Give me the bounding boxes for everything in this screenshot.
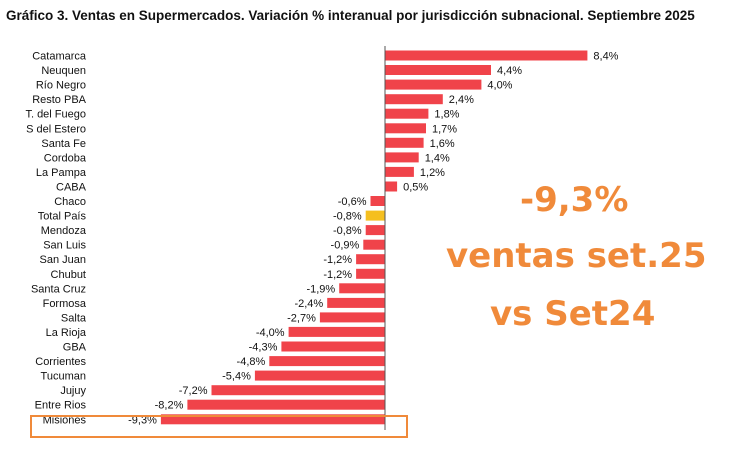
bar-neuquen: [385, 65, 491, 75]
value-label: -1,2%: [323, 269, 352, 281]
category-label: Salta: [61, 312, 87, 324]
category-label: Resto PBA: [32, 94, 86, 106]
category-label: Río Negro: [36, 80, 86, 92]
bar-chaco: [370, 196, 385, 206]
value-label: -1,2%: [323, 254, 352, 266]
bar-chubut: [356, 268, 385, 279]
category-label: Santa Cruz: [31, 283, 86, 295]
category-label: GBA: [63, 342, 87, 354]
value-label: -2,7%: [287, 312, 316, 324]
bar-mendoza: [365, 225, 385, 236]
bar-santa-cruz: [339, 283, 385, 294]
bar-caba: [385, 181, 398, 192]
category-label: Misiones: [43, 414, 87, 426]
value-label: 1,2%: [420, 167, 445, 179]
category-label: La Rioja: [46, 327, 87, 339]
bar-total-país: [365, 210, 385, 221]
bar-salta: [319, 312, 385, 323]
bar-misiones: [160, 414, 385, 425]
bar-santa-fe: [385, 137, 424, 148]
bar-cordoba: [385, 152, 419, 163]
value-label: -9,3%: [128, 414, 157, 426]
value-label: 8,4%: [593, 51, 618, 63]
value-label: -1,9%: [306, 283, 335, 295]
value-label: -4,8%: [237, 356, 266, 368]
chart-title: Gráfico 3. Ventas en Supermercados. Vari…: [6, 8, 695, 23]
annotation-sales-label: ventas set.25: [446, 236, 707, 276]
annotation-percent: -9,3%: [520, 180, 629, 220]
category-label: Catamarca: [32, 51, 87, 63]
category-label: CABA: [56, 182, 87, 194]
bar-catamarca: [385, 50, 588, 61]
category-label: Neuquen: [41, 65, 86, 77]
value-label: -4,0%: [256, 327, 285, 339]
category-label: Chaco: [54, 196, 86, 208]
category-label: San Luis: [43, 240, 86, 252]
category-label: Chubut: [51, 269, 86, 281]
category-label: Tucuman: [41, 371, 86, 383]
bar-corrientes: [269, 356, 385, 367]
bar-t-del-fuego: [385, 108, 429, 119]
category-label: La Pampa: [36, 167, 87, 179]
category-label: Formosa: [43, 298, 87, 310]
category-label: Mendoza: [41, 225, 87, 237]
category-label: Jujuy: [60, 385, 86, 397]
value-label: -0,6%: [338, 196, 367, 208]
category-label: San Juan: [40, 254, 86, 266]
value-label: -5,4%: [222, 371, 251, 383]
value-label: -0,9%: [331, 240, 360, 252]
value-label: 1,4%: [425, 152, 450, 164]
bar-jujuy: [211, 385, 385, 396]
value-label: 4,0%: [487, 80, 512, 92]
value-label: 4,4%: [497, 65, 522, 77]
category-label: Corrientes: [35, 356, 86, 368]
value-label: -2,4%: [294, 298, 323, 310]
category-label: T. del Fuego: [25, 109, 86, 121]
bar-san-juan: [356, 254, 385, 265]
value-label: -4,3%: [249, 342, 278, 354]
category-label: Entre Rios: [35, 400, 87, 412]
bar-formosa: [327, 297, 385, 308]
bar-la-rioja: [288, 326, 385, 337]
value-label: 1,6%: [430, 138, 455, 150]
bar-entre-rios: [187, 399, 385, 410]
misiones-highlight-box: [30, 415, 408, 438]
bar-río-negro: [385, 79, 482, 90]
bar-resto-pba: [385, 94, 443, 105]
category-label: Total País: [38, 211, 87, 223]
value-label: -7,2%: [179, 385, 208, 397]
bar-la-pampa: [385, 166, 414, 177]
value-label: -0,8%: [333, 211, 362, 223]
category-label: Santa Fe: [41, 138, 86, 150]
value-label: 1,8%: [434, 109, 459, 121]
category-label: Cordoba: [44, 152, 87, 164]
value-label: 1,7%: [432, 123, 457, 135]
bar-san-luis: [363, 239, 385, 250]
annotation-comparison: vs Set24: [490, 294, 656, 334]
value-label: -0,8%: [333, 225, 362, 237]
bar-gba: [281, 341, 385, 352]
value-label: 2,4%: [449, 94, 474, 106]
bar-s-del-estero: [385, 123, 426, 134]
value-label: 0,5%: [403, 182, 428, 194]
value-label: -8,2%: [155, 400, 184, 412]
bar-tucuman: [254, 370, 385, 381]
category-label: S del Estero: [26, 123, 86, 135]
